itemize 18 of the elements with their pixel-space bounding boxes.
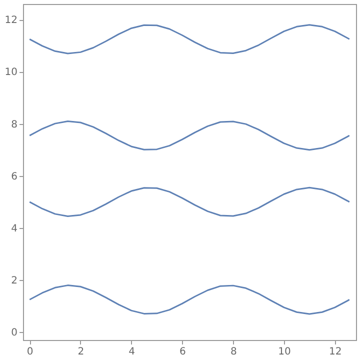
- y-tick-label: 6: [11, 171, 18, 182]
- x-tick-label: 0: [26, 346, 34, 358]
- x-tick-label: 4: [128, 346, 136, 358]
- line-series: [28, 284, 350, 315]
- x-tick-label: 8: [230, 346, 237, 358]
- y-tick-label: 4: [11, 224, 18, 234]
- x-tick-label: 10: [278, 346, 291, 358]
- x-tick-label: 2: [78, 346, 84, 358]
- y-tick-label: 2: [11, 276, 18, 287]
- y-tick-label: 12: [4, 15, 18, 26]
- x-tick-label: 6: [180, 346, 186, 358]
- line-series: [28, 24, 350, 54]
- y-tick-label: 10: [4, 67, 18, 78]
- y-tick-label: 8: [11, 119, 18, 130]
- x-tick-label: 12: [329, 346, 342, 358]
- y-tick-label: 0: [11, 328, 18, 339]
- line-series: [28, 186, 350, 218]
- line-series: [28, 120, 350, 151]
